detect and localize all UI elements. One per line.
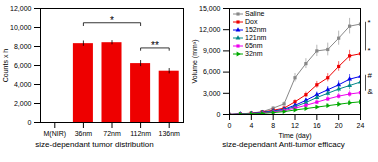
svg-text:4,000: 4,000 — [14, 81, 32, 88]
svg-text:0: 0 — [28, 119, 32, 126]
svg-text:4: 4 — [249, 122, 253, 129]
svg-text:112nm: 112nm — [130, 130, 151, 137]
svg-text:36nm: 36nm — [75, 130, 93, 137]
svg-text:12,000: 12,000 — [199, 26, 221, 33]
svg-text:#: # — [368, 71, 373, 80]
svg-text:*: * — [368, 18, 371, 27]
svg-text:8,000: 8,000 — [14, 43, 32, 50]
svg-text:Volume (mm³): Volume (mm³) — [191, 40, 199, 84]
html-text:size-dependant Anti-tumor effi: size-dependant Anti-tumor efficacy — [222, 140, 345, 149]
svg-text:16: 16 — [313, 122, 321, 129]
svg-text:12: 12 — [291, 122, 299, 129]
svg-text:Counts x h: Counts x h — [2, 49, 9, 83]
svg-text:24: 24 — [357, 122, 365, 129]
svg-text:0: 0 — [228, 122, 232, 129]
html-text:Dox: Dox — [245, 18, 258, 25]
svg-text:Time (day): Time (day) — [278, 132, 311, 140]
svg-text:6,000: 6,000 — [14, 62, 32, 69]
svg-text:**: ** — [151, 40, 159, 51]
svg-text:10,000: 10,000 — [10, 24, 32, 31]
svg-text:12,000: 12,000 — [10, 5, 32, 12]
html-text:65nm: 65nm — [245, 42, 263, 49]
svg-text:6,000: 6,000 — [203, 68, 221, 75]
svg-text:20: 20 — [335, 122, 343, 129]
svg-text:72nm: 72nm — [103, 130, 121, 137]
svg-text:&: & — [368, 87, 374, 96]
svg-text:15,000: 15,000 — [199, 5, 221, 12]
svg-text:9,000: 9,000 — [203, 47, 221, 54]
svg-text:0: 0 — [217, 111, 221, 118]
svg-text:2,000: 2,000 — [14, 100, 32, 107]
svg-text:136nm: 136nm — [158, 130, 180, 137]
svg-text:8: 8 — [271, 122, 275, 129]
html-text:32nm: 32nm — [245, 50, 263, 57]
html-text:152nm: 152nm — [245, 26, 267, 33]
svg-text:*: * — [110, 15, 114, 26]
html-text:121nm: 121nm — [245, 34, 267, 41]
svg-text:M(NIR): M(NIR) — [44, 130, 67, 138]
html-text:size-dependant tumor distribut: size-dependant tumor distribution — [35, 140, 154, 149]
svg-text:*: * — [368, 46, 371, 55]
html-text:Saline: Saline — [245, 10, 265, 17]
svg-text:3,000: 3,000 — [203, 90, 221, 97]
